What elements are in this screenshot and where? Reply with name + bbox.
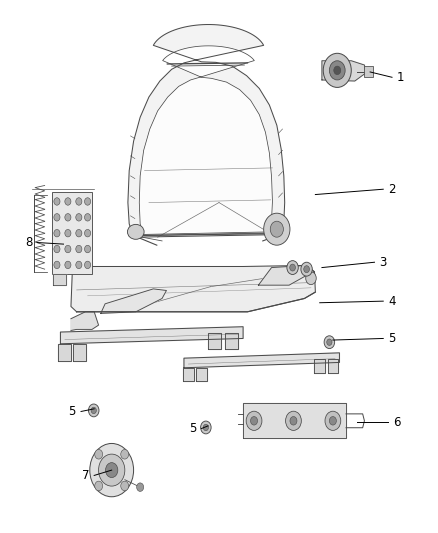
Polygon shape (71, 312, 99, 330)
Circle shape (290, 417, 297, 425)
Polygon shape (128, 25, 285, 237)
Text: 1: 1 (397, 71, 405, 84)
Circle shape (301, 262, 312, 276)
Text: 2: 2 (388, 183, 396, 196)
Circle shape (65, 214, 71, 221)
Circle shape (88, 404, 99, 417)
Circle shape (95, 481, 102, 491)
Circle shape (329, 61, 345, 80)
Circle shape (323, 53, 351, 87)
Bar (52, 192, 92, 274)
Circle shape (324, 336, 335, 349)
Polygon shape (322, 61, 366, 81)
Circle shape (85, 229, 91, 237)
Circle shape (54, 198, 60, 205)
Circle shape (264, 213, 290, 245)
Polygon shape (225, 333, 238, 349)
Polygon shape (60, 327, 243, 344)
Text: 8: 8 (25, 236, 32, 249)
Circle shape (76, 245, 82, 253)
Circle shape (270, 221, 283, 237)
Circle shape (121, 481, 129, 491)
Circle shape (304, 266, 309, 273)
Circle shape (85, 261, 91, 269)
Circle shape (251, 417, 258, 425)
Circle shape (327, 339, 332, 345)
Circle shape (85, 198, 91, 205)
Text: 5: 5 (189, 422, 196, 435)
Circle shape (54, 229, 60, 237)
Ellipse shape (127, 224, 144, 239)
Polygon shape (71, 265, 315, 312)
Circle shape (76, 214, 82, 221)
Text: 5: 5 (389, 332, 396, 345)
Text: 4: 4 (388, 295, 396, 308)
Circle shape (137, 483, 144, 491)
Circle shape (325, 411, 341, 431)
Circle shape (90, 443, 134, 497)
Circle shape (329, 417, 336, 425)
Bar (364, 66, 373, 77)
Polygon shape (184, 353, 339, 368)
Circle shape (99, 454, 125, 486)
Circle shape (246, 411, 262, 431)
Circle shape (290, 264, 295, 271)
Circle shape (287, 261, 298, 274)
Polygon shape (58, 344, 71, 361)
Circle shape (85, 245, 91, 253)
Polygon shape (53, 274, 66, 285)
Circle shape (65, 229, 71, 237)
Circle shape (76, 198, 82, 205)
Circle shape (85, 214, 91, 221)
Circle shape (306, 272, 316, 285)
Circle shape (54, 245, 60, 253)
Circle shape (95, 449, 102, 459)
Text: 6: 6 (392, 416, 400, 429)
Circle shape (54, 261, 60, 269)
Circle shape (65, 198, 71, 205)
Circle shape (106, 463, 118, 478)
Polygon shape (258, 265, 314, 285)
Circle shape (76, 261, 82, 269)
Circle shape (54, 214, 60, 221)
Text: 7: 7 (81, 469, 89, 482)
Circle shape (121, 449, 129, 459)
Polygon shape (196, 368, 207, 381)
Circle shape (76, 229, 82, 237)
Polygon shape (328, 359, 338, 373)
Circle shape (286, 411, 301, 431)
Circle shape (91, 407, 96, 414)
Circle shape (65, 245, 71, 253)
Polygon shape (183, 368, 194, 381)
Circle shape (201, 421, 211, 434)
Circle shape (334, 66, 341, 75)
Polygon shape (314, 359, 325, 373)
Polygon shape (139, 46, 272, 236)
Text: 5: 5 (69, 405, 76, 418)
Circle shape (203, 424, 208, 431)
Polygon shape (243, 403, 346, 438)
Polygon shape (73, 344, 86, 361)
Polygon shape (101, 289, 166, 313)
Text: 3: 3 (380, 256, 387, 269)
Polygon shape (208, 333, 221, 349)
Circle shape (65, 261, 71, 269)
